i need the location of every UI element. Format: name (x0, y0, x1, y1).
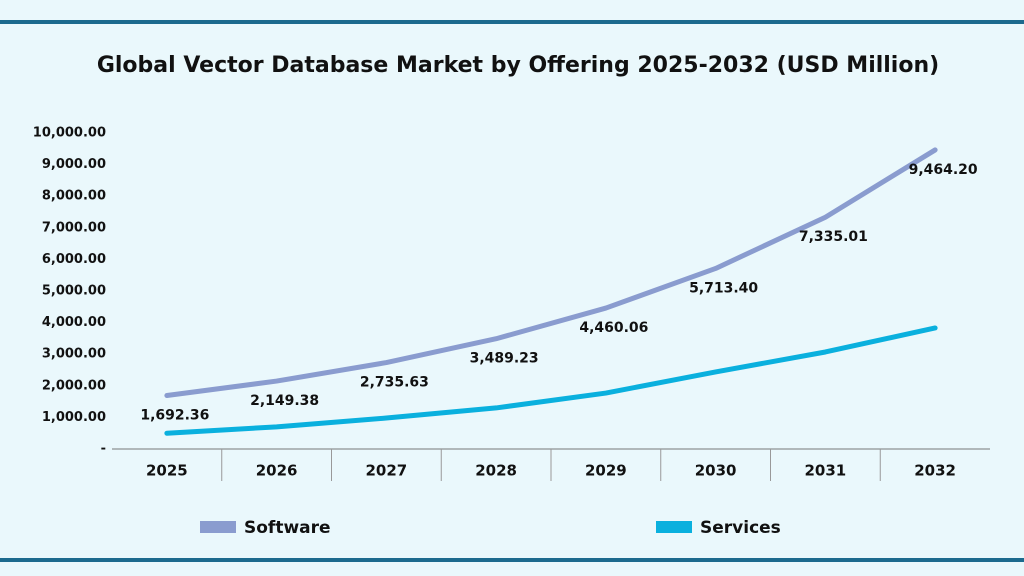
bottom-border (0, 558, 1024, 562)
y-tick-label: 8,000.00 (42, 189, 106, 204)
y-tick-label: 1,000.00 (42, 410, 106, 425)
x-tick-label: 2032 (914, 462, 956, 480)
value-label: 1,692.36 (140, 408, 209, 424)
y-tick-label: 3,000.00 (42, 347, 106, 362)
top-border (0, 20, 1024, 24)
value-label: 5,713.40 (689, 280, 758, 296)
y-tick-label: 7,000.00 (42, 220, 106, 235)
y-tick-label: 4,000.00 (42, 315, 106, 330)
legend-label: Services (700, 518, 781, 538)
series-line (164, 325, 938, 436)
legend-swatch (200, 521, 236, 533)
x-tick-label: 2031 (805, 462, 847, 480)
x-tick-label: 2030 (695, 462, 737, 480)
y-tick-label: 9,000.00 (42, 157, 106, 172)
x-tick-label: 2029 (585, 462, 627, 480)
y-tick-label: 6,000.00 (42, 252, 106, 267)
value-label: 2,735.63 (360, 375, 429, 391)
y-tick-label: - (101, 442, 106, 457)
series-line (164, 147, 938, 399)
x-tick-label: 2025 (146, 462, 188, 480)
value-label: 3,489.23 (470, 351, 539, 367)
chart-title: Global Vector Database Market by Offerin… (97, 53, 939, 78)
value-label: 7,335.01 (799, 229, 868, 245)
x-tick-label: 2028 (475, 462, 517, 480)
value-label: 9,464.20 (909, 162, 978, 178)
x-tick-label: 2027 (366, 462, 408, 480)
y-tick-label: 10,000.00 (33, 126, 106, 141)
legend-swatch (656, 521, 692, 533)
y-tick-label: 2,000.00 (42, 378, 106, 393)
x-tick-label: 2026 (256, 462, 298, 480)
value-label: 2,149.38 (250, 393, 319, 409)
value-label: 4,460.06 (579, 320, 648, 336)
legend-label: Software (244, 518, 331, 538)
y-tick-label: 5,000.00 (42, 284, 106, 299)
